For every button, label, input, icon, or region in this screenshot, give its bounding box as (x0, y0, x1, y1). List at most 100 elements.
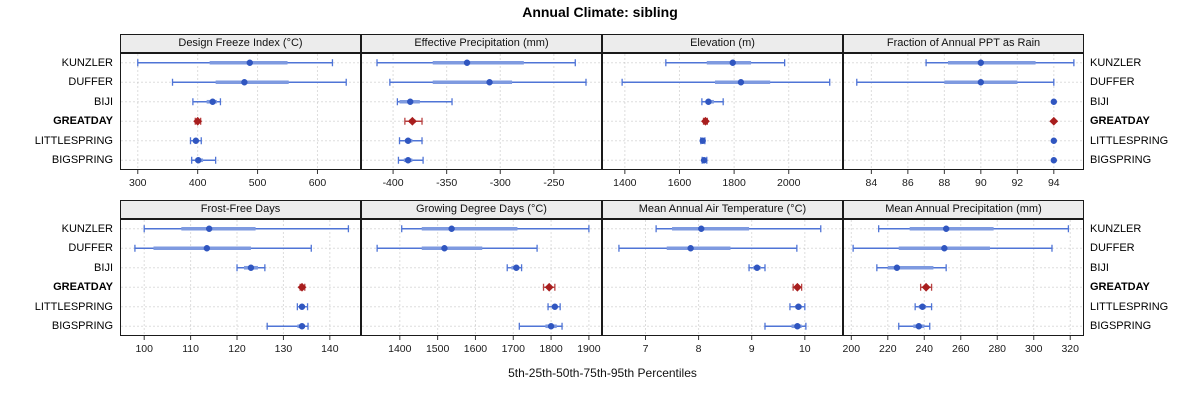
axis-tick-label: 240 (916, 343, 934, 355)
axis-tick-label: 9 (749, 343, 755, 355)
panel-border (843, 219, 1084, 336)
panel-strip-growing-degree-days-c: Growing Degree Days (°C) (361, 200, 602, 219)
median-diamond (792, 282, 802, 292)
series-fraction-of-annual-ppt-as-rain-kunzler (925, 59, 1075, 67)
median-dot (298, 323, 306, 330)
series-elevation-m-duffer (621, 78, 831, 86)
ylabel-left-kunzler: KUNZLER (61, 222, 113, 235)
ylabel-right-littlespring: LITTLESPRING (1090, 134, 1169, 147)
series-growing-degree-days-c-biji (506, 264, 523, 272)
panel-strip-label: Mean Annual Air Temperature (°C) (638, 203, 807, 215)
panel-border (361, 53, 602, 170)
median-dot (404, 157, 412, 164)
series-effective-precipitation-mm-bigspring (397, 156, 424, 164)
series-design-freeze-index-c-greatday (193, 116, 203, 126)
x-axis: 200 220 240 260 280 300 320 (843, 336, 1079, 355)
axis-caption: 5th-25th-50th-75th-95th Percentiles (508, 366, 697, 380)
median-dot (977, 79, 985, 86)
series-fraction-of-annual-ppt-as-rain-littlespring (1050, 137, 1058, 144)
median-dot (547, 323, 555, 330)
median-diamond (544, 282, 554, 292)
axis-tick-label: 260 (952, 343, 970, 355)
ylabel-left-littlespring: LITTLESPRING (34, 134, 113, 147)
panel-strip-mean-annual-air-temperature-c: Mean Annual Air Temperature (°C) (602, 200, 843, 219)
ylabel-left-biji: BIJI (94, 261, 113, 274)
panel-strip-label: Elevation (m) (690, 37, 755, 49)
axis-tick-label: 86 (902, 177, 914, 189)
axis-tick-label: 1700 (502, 343, 526, 355)
median-dot (463, 59, 471, 66)
ylabel-left-greatday: GREATDAY (53, 115, 113, 128)
gridlines (362, 54, 601, 169)
gridlines (844, 54, 1083, 169)
axis-tick-label: 130 (275, 343, 293, 355)
series-fraction-of-annual-ppt-as-rain-duffer (856, 78, 1055, 86)
ylabel-left-duffer: DUFFER (68, 76, 113, 89)
series-mean-annual-precipitation-mm-kunzler (878, 225, 1070, 233)
panel-mean-annual-air-temperature-c: 7 8 9 10 (602, 219, 843, 355)
x-axis: 1400 1500 1600 1700 1800 1900 (388, 336, 601, 355)
axis-tick-label: 1600 (464, 343, 488, 355)
axis-tick-label: 1900 (577, 343, 601, 355)
median-dot (203, 245, 211, 252)
median-dot (941, 245, 948, 252)
panel-strip-design-freeze-index-c: Design Freeze Index (°C) (120, 34, 361, 53)
x-axis: 7 8 9 10 (643, 336, 811, 355)
panel-border (602, 53, 843, 170)
panel-fraction-of-annual-ppt-as-rain: 84 86 88 90 92 94 (843, 53, 1084, 189)
panel-strip-label: Effective Precipitation (mm) (414, 37, 549, 49)
axis-tick-label: 88 (938, 177, 950, 189)
gridlines (121, 220, 360, 335)
median-diamond (701, 116, 710, 126)
axis-tick-label: 1800 (722, 177, 746, 189)
axis-tick-label: 200 (843, 343, 860, 355)
median-dot (737, 79, 745, 86)
median-dot (795, 303, 802, 310)
panel-strip-effective-precipitation-mm: Effective Precipitation (mm) (361, 34, 602, 53)
median-dot (729, 59, 736, 66)
axis-tick-label: 84 (866, 177, 878, 189)
axis-tick-label: 1600 (668, 177, 692, 189)
panel-elevation-m: 1400 1600 1800 2000 (602, 53, 843, 189)
gridlines (844, 220, 1083, 335)
axis-tick-label: -250 (543, 177, 564, 189)
ylabel-right-duffer: DUFFER (1090, 242, 1135, 255)
axis-tick-label: 120 (228, 343, 246, 355)
axis-tick-label: 320 (1061, 343, 1079, 355)
axis-tick-label: 220 (879, 343, 897, 355)
x-axis: -400 -350 -300 -250 (383, 170, 565, 189)
gridlines (362, 220, 601, 335)
axis-tick-label: -350 (436, 177, 457, 189)
panel-strip-label: Fraction of Annual PPT as Rain (886, 37, 1041, 49)
median-dot (915, 323, 923, 330)
series-elevation-m-kunzler (665, 59, 786, 67)
panel-strip-elevation-m: Elevation (m) (602, 34, 843, 53)
series-growing-degree-days-c-duffer (376, 244, 538, 252)
median-diamond (297, 282, 307, 292)
median-dot (700, 157, 708, 164)
series-mean-annual-air-temperature-c-greatday (792, 282, 803, 292)
ylabel-left-littlespring: LITTLESPRING (34, 300, 113, 313)
x-axis: 84 86 88 90 92 94 (866, 170, 1060, 189)
series-mean-annual-air-temperature-c-biji (748, 264, 766, 272)
series-design-freeze-index-c-littlespring (189, 137, 202, 145)
median-dot (247, 264, 255, 271)
median-dot (794, 323, 801, 330)
panel-border (361, 219, 602, 336)
series-growing-degree-days-c-bigspring (518, 322, 563, 330)
axis-tick-label: 300 (1025, 343, 1043, 355)
ylabel-right-littlespring: LITTLESPRING (1090, 300, 1169, 313)
median-dot (192, 137, 200, 144)
series-elevation-m-greatday (701, 116, 710, 126)
series-growing-degree-days-c-greatday (542, 282, 556, 292)
series-design-freeze-index-c-biji (192, 98, 222, 106)
ylabel-right-kunzler: KUNZLER (1090, 56, 1142, 69)
gridlines (603, 54, 842, 169)
panel-mean-annual-precipitation-mm: 200 220 240 260 280 300 320 (843, 219, 1084, 355)
panel-strip-label: Design Freeze Index (°C) (178, 37, 303, 49)
series-frost-free-days-biji (236, 264, 266, 272)
axis-tick-label: 140 (321, 343, 339, 355)
ylabel-left-bigspring: BIGSPRING (51, 154, 113, 167)
axis-tick-label: 7 (643, 343, 649, 355)
series-mean-annual-precipitation-mm-biji (876, 264, 947, 272)
